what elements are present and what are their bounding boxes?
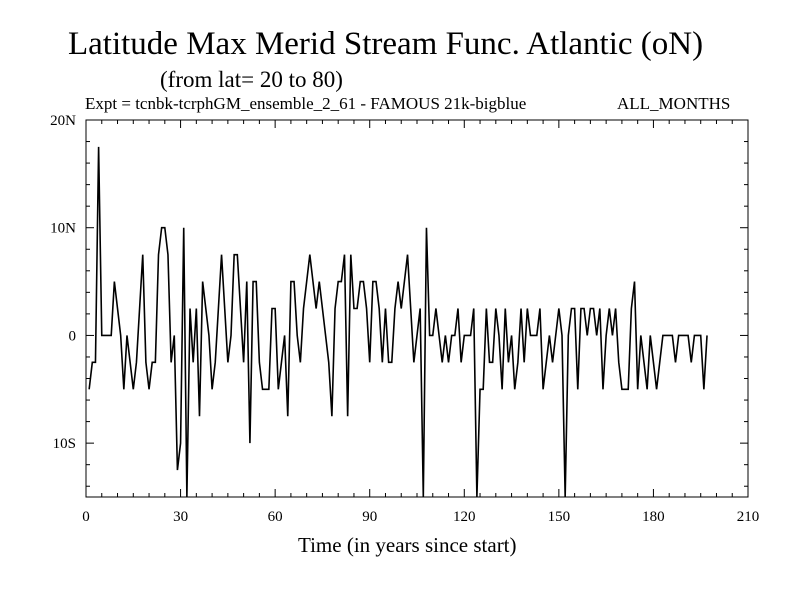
y-tick-label: 20N xyxy=(50,113,76,129)
chart-title: Latitude Max Merid Stream Func. Atlantic… xyxy=(68,26,704,62)
series-group xyxy=(88,146,708,498)
months-label: ALL_MONTHS xyxy=(617,94,731,113)
x-tick-label: 90 xyxy=(362,509,377,525)
x-tick-label: 210 xyxy=(737,509,760,525)
y-tick-label: 10S xyxy=(53,436,76,452)
x-tick-label: 150 xyxy=(548,509,571,525)
x-tick-label: 60 xyxy=(268,509,283,525)
x-tick-label: 120 xyxy=(453,509,476,525)
chart-subtitle: (from lat= 20 to 80) xyxy=(160,67,343,92)
x-tick-label: 0 xyxy=(82,509,90,525)
axis-ticks xyxy=(85,119,749,497)
x-tick-label: 30 xyxy=(173,509,188,525)
x-tick-label: 180 xyxy=(642,509,665,525)
experiment-label: Expt = tcnbk-tcrphGM_ensemble_2_61 - FAM… xyxy=(85,94,527,113)
y-tick-label: 10N xyxy=(50,221,76,237)
x-axis-label: Time (in years since start) xyxy=(298,533,517,557)
y-tick-label: 0 xyxy=(69,328,77,344)
series-line xyxy=(88,146,708,498)
axis-tick-labels: 0 30 60 90 120 150 180 210 20N 10N 0 10S xyxy=(50,113,759,525)
